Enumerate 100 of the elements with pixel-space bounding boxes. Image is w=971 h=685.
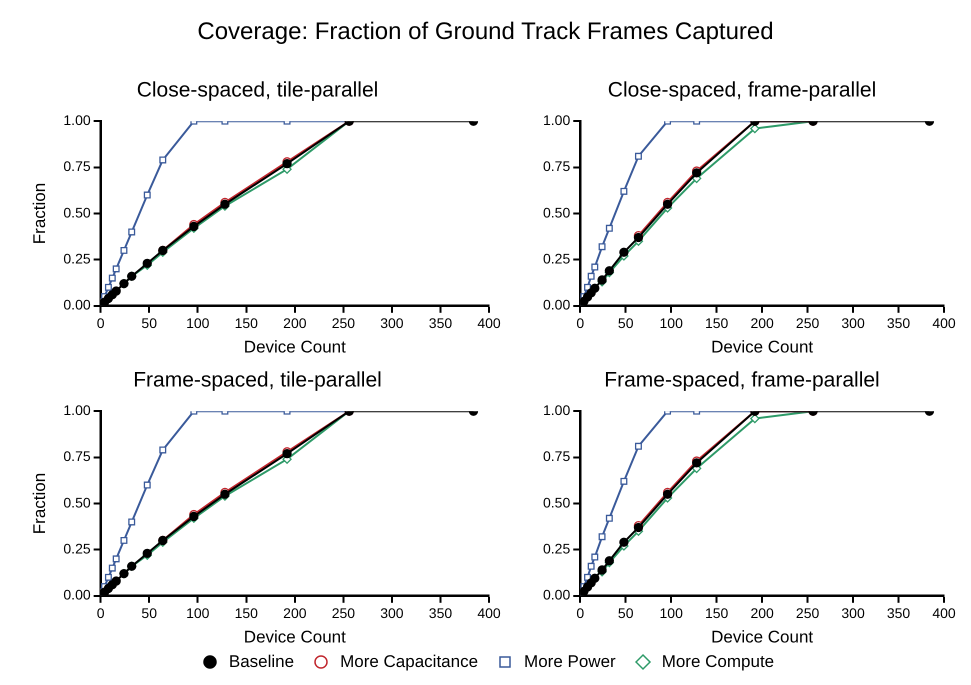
y-tick-label: 0.25 [543,250,570,267]
point [144,192,151,199]
x-tick-label: 300 [380,315,404,332]
y-tick-label: 0.00 [543,586,570,603]
x-tick-label: 50 [618,605,634,622]
y-axis-title: Fraction [30,472,49,534]
x-tick-label: 100 [186,315,210,332]
x-axis-title: Device Count [711,337,814,356]
x-tick-label: 200 [750,605,774,622]
point [112,265,120,272]
x-tick-label: 300 [380,605,404,622]
x-tick-label: 200 [283,315,307,332]
legend-label: Baseline [228,652,294,672]
y-tick-label: 1.00 [63,402,91,418]
point [128,518,136,526]
x-tick-label: 400 [932,605,956,622]
y-tick-label: 0.75 [543,448,570,464]
y-tick-label: 1.00 [543,112,570,128]
x-axis-title: Device Count [244,337,346,356]
point [619,538,629,547]
chart-title: Close-spaced, frame-parallel [608,78,876,102]
x-tick-label: 150 [704,315,729,332]
point [142,258,152,268]
point [159,446,166,454]
y-tick-label: 0.50 [63,204,91,220]
x-tick-label: 300 [841,605,865,622]
point [620,478,628,485]
y-tick-label: 0.00 [543,296,570,313]
y-tick-label: 0.50 [63,494,91,510]
y-tick-label: 0.00 [63,296,91,313]
x-tick-label: 0 [576,605,584,622]
point [619,248,629,257]
text: Coverage: Fraction of Ground Track Frames Captured [196,18,775,46]
legend-label: More Compute [662,652,774,672]
y-tick-label: 0.50 [543,204,570,220]
x-tick-label: 100 [660,605,684,622]
x-tick-label: 250 [332,315,356,332]
point [120,536,128,544]
x-tick-label: 150 [234,315,258,332]
x-tick-label: 200 [750,315,774,332]
y-tick-label: 1.00 [543,402,570,418]
x-tick-label: 400 [477,605,501,622]
x-tick-label: 100 [660,315,684,332]
point [128,228,136,236]
legend-label: More Capacitance [340,652,478,672]
point [634,442,642,450]
point [591,554,598,561]
x-tick-label: 0 [96,605,105,622]
x-tick-label: 350 [428,605,452,622]
point [598,533,606,540]
x-tick-label: 250 [796,315,820,332]
x-tick-label: 400 [477,315,501,332]
point [108,274,116,282]
y-tick-label: 0.75 [63,448,91,464]
x-tick-label: 250 [332,605,356,622]
point [112,555,120,562]
point [159,156,166,164]
x-tick-label: 100 [186,605,210,622]
point [620,188,628,195]
x-tick-label: 0 [96,315,105,332]
chart-title: Close-spaced, tile-parallel [136,78,378,102]
legend-label: More Power [524,652,616,672]
chart-title: Frame-spaced, tile-parallel [133,368,382,392]
point [112,576,121,586]
x-axis-title: Device Count [244,627,346,646]
y-tick-label: 0.50 [543,494,570,510]
y-tick-label: 0.75 [543,158,570,174]
y-tick-label: 0.75 [63,158,91,174]
y-tick-label: 0.00 [63,586,91,603]
point [104,284,112,291]
y-tick-label: 1.00 [63,112,91,128]
x-tick-label: 350 [886,315,910,332]
point [606,514,613,522]
x-tick-label: 200 [283,605,307,622]
point [588,272,595,280]
point [591,264,598,271]
point [606,224,613,232]
x-tick-label: 50 [618,315,634,332]
y-axis-title: Fraction [30,182,49,244]
y-tick-label: 0.25 [543,540,570,557]
y-tick-label: 0.25 [63,250,91,267]
x-tick-label: 250 [796,605,820,622]
point [598,243,606,250]
x-tick-label: 50 [141,605,158,622]
point [634,152,642,160]
x-tick-label: 150 [704,605,729,622]
x-tick-label: 150 [234,605,258,622]
x-axis-title: Device Count [711,627,814,646]
point [590,574,600,583]
point [112,286,121,296]
x-tick-label: 400 [932,315,956,332]
point [144,482,151,489]
point [588,562,595,570]
y-tick-label: 0.25 [63,540,91,557]
x-tick-label: 50 [141,315,158,332]
point [590,284,600,293]
chart-title: Frame-spaced, frame-parallel [604,368,880,392]
x-tick-label: 350 [428,315,452,332]
point [104,574,112,581]
point [120,246,128,254]
